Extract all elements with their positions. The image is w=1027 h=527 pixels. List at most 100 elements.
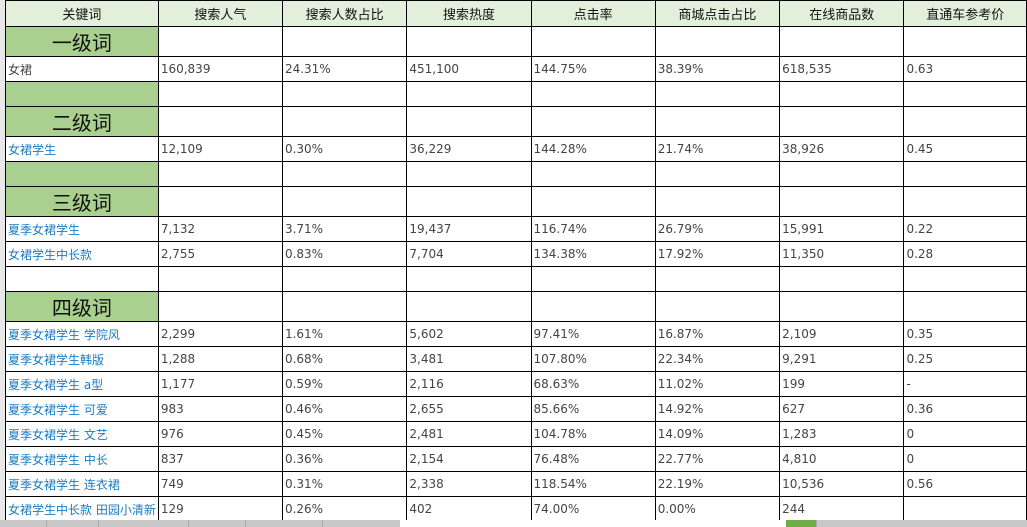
- empty-cell[interactable]: [530, 266, 656, 292]
- empty-cell[interactable]: [157, 106, 283, 137]
- value-cell[interactable]: 26.79%: [654, 216, 781, 242]
- empty-cell[interactable]: [281, 81, 408, 107]
- value-cell[interactable]: 0.28: [903, 241, 1027, 267]
- value-cell[interactable]: 0.46%: [281, 396, 408, 422]
- keyword-cell[interactable]: 夏季女裙学生 a型: [5, 371, 159, 397]
- level-label-cell[interactable]: 一级词: [5, 26, 159, 57]
- value-cell[interactable]: 749: [157, 471, 283, 497]
- empty-cell[interactable]: [903, 186, 1027, 217]
- value-cell[interactable]: 2,338: [406, 471, 532, 497]
- value-cell[interactable]: 17.92%: [654, 241, 781, 267]
- value-cell[interactable]: 244: [779, 496, 905, 522]
- keyword-cell[interactable]: 夏季女裙学生 连衣裙: [5, 471, 159, 497]
- empty-cell[interactable]: [406, 291, 532, 322]
- value-cell[interactable]: 1.61%: [281, 321, 408, 347]
- value-cell[interactable]: 2,755: [157, 241, 283, 267]
- empty-cell[interactable]: [654, 26, 781, 57]
- empty-cell[interactable]: [530, 291, 656, 322]
- value-cell[interactable]: 0.22: [903, 216, 1027, 242]
- value-cell[interactable]: 627: [779, 396, 905, 422]
- column-header[interactable]: 搜索人气: [157, 0, 283, 27]
- value-cell[interactable]: 1,288: [157, 346, 283, 372]
- value-cell[interactable]: 5,602: [406, 321, 532, 347]
- value-cell[interactable]: 24.31%: [281, 56, 408, 82]
- empty-cell[interactable]: [779, 161, 905, 187]
- keyword-cell[interactable]: 夏季女裙学生韩版: [5, 346, 159, 372]
- empty-cell[interactable]: [903, 266, 1027, 292]
- value-cell[interactable]: 3.71%: [281, 216, 408, 242]
- value-cell[interactable]: 0.25: [903, 346, 1027, 372]
- value-cell[interactable]: 0.36: [903, 396, 1027, 422]
- empty-cell[interactable]: [903, 81, 1027, 107]
- value-cell[interactable]: 0.63: [903, 56, 1027, 82]
- column-header[interactable]: 关键词: [5, 0, 159, 27]
- value-cell[interactable]: 36,229: [406, 136, 532, 162]
- keyword-cell[interactable]: 夏季女裙学生 中长: [5, 446, 159, 472]
- value-cell[interactable]: 22.19%: [654, 471, 781, 497]
- sheet-tab[interactable]: [98, 520, 189, 527]
- value-cell[interactable]: 107.80%: [530, 346, 656, 372]
- empty-cell[interactable]: [281, 291, 408, 322]
- value-cell[interactable]: 0.83%: [281, 241, 408, 267]
- column-header[interactable]: 搜索人数占比: [281, 0, 408, 27]
- empty-cell[interactable]: [406, 161, 532, 187]
- value-cell[interactable]: 19,437: [406, 216, 532, 242]
- value-cell[interactable]: 2,116: [406, 371, 532, 397]
- empty-cell[interactable]: [530, 186, 656, 217]
- level-label-cell[interactable]: 四级词: [5, 291, 159, 322]
- value-cell[interactable]: 16.87%: [654, 321, 781, 347]
- empty-cell[interactable]: [654, 161, 781, 187]
- column-header[interactable]: 搜索热度: [406, 0, 532, 27]
- value-cell[interactable]: 2,481: [406, 421, 532, 447]
- value-cell[interactable]: 116.74%: [530, 216, 656, 242]
- keyword-cell[interactable]: 女裙学生中长款: [5, 241, 159, 267]
- empty-cell[interactable]: [530, 81, 656, 107]
- value-cell[interactable]: 2,154: [406, 446, 532, 472]
- empty-cell[interactable]: [5, 266, 159, 292]
- empty-cell[interactable]: [281, 161, 408, 187]
- value-cell[interactable]: 76.48%: [530, 446, 656, 472]
- empty-cell[interactable]: [157, 161, 283, 187]
- value-cell[interactable]: 144.28%: [530, 136, 656, 162]
- column-header[interactable]: 商城点击占比: [654, 0, 781, 27]
- empty-cell[interactable]: [779, 106, 905, 137]
- empty-cell[interactable]: [406, 266, 532, 292]
- value-cell[interactable]: 68.63%: [530, 371, 656, 397]
- value-cell[interactable]: 104.78%: [530, 421, 656, 447]
- empty-cell[interactable]: [903, 106, 1027, 137]
- value-cell[interactable]: 199: [779, 371, 905, 397]
- empty-cell[interactable]: [654, 266, 781, 292]
- value-cell[interactable]: 0.30%: [281, 136, 408, 162]
- level-label-cell[interactable]: 二级词: [5, 106, 159, 137]
- column-header[interactable]: 点击率: [530, 0, 656, 27]
- value-cell[interactable]: 74.00%: [530, 496, 656, 522]
- empty-cell[interactable]: [281, 186, 408, 217]
- value-cell[interactable]: 144.75%: [530, 56, 656, 82]
- value-cell[interactable]: 14.09%: [654, 421, 781, 447]
- value-cell[interactable]: 21.74%: [654, 136, 781, 162]
- value-cell[interactable]: 129: [157, 496, 283, 522]
- empty-cell[interactable]: [779, 186, 905, 217]
- value-cell[interactable]: 2,299: [157, 321, 283, 347]
- value-cell[interactable]: 0.00%: [654, 496, 781, 522]
- value-cell[interactable]: 0.31%: [281, 471, 408, 497]
- value-cell[interactable]: 2,655: [406, 396, 532, 422]
- empty-cell[interactable]: [281, 26, 408, 57]
- scroll-thumb[interactable]: [786, 520, 817, 527]
- empty-cell[interactable]: [779, 81, 905, 107]
- sheet-tab[interactable]: [0, 520, 47, 527]
- value-cell[interactable]: -: [903, 371, 1027, 397]
- value-cell[interactable]: 0.56: [903, 471, 1027, 497]
- empty-cell[interactable]: [281, 106, 408, 137]
- value-cell[interactable]: 38,926: [779, 136, 905, 162]
- value-cell[interactable]: 118.54%: [530, 471, 656, 497]
- empty-cell[interactable]: [406, 106, 532, 137]
- value-cell[interactable]: 1,177: [157, 371, 283, 397]
- value-cell[interactable]: 2,109: [779, 321, 905, 347]
- keyword-cell[interactable]: 女裙学生: [5, 136, 159, 162]
- empty-cell[interactable]: [5, 161, 159, 187]
- value-cell[interactable]: 160,839: [157, 56, 283, 82]
- value-cell[interactable]: 451,100: [406, 56, 532, 82]
- empty-cell[interactable]: [530, 26, 656, 57]
- value-cell[interactable]: 0.26%: [281, 496, 408, 522]
